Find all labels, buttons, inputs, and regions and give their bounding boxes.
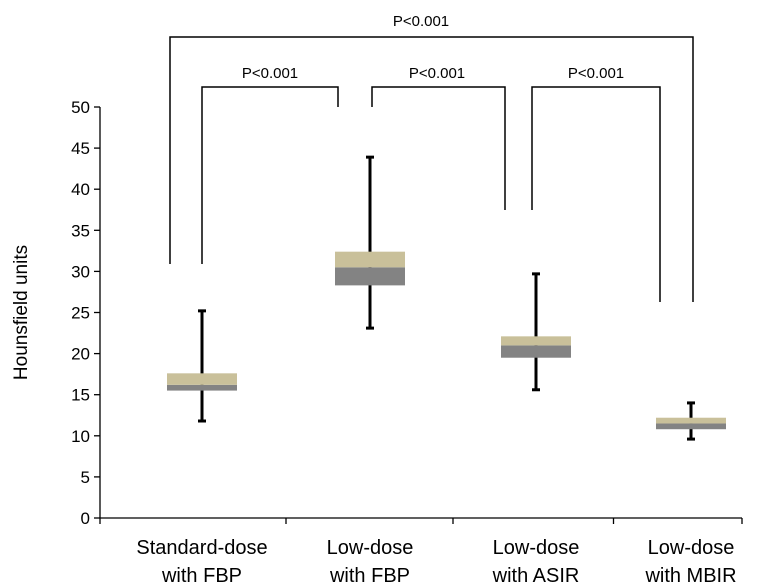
p-value-label: P<0.001 — [409, 65, 465, 82]
boxes — [167, 155, 726, 441]
significance-bracket — [371, 86, 506, 210]
y-tick-label: 30 — [71, 262, 90, 281]
box-upper — [501, 336, 571, 346]
y-tick-label: 0 — [81, 509, 90, 528]
box-lower — [167, 384, 237, 391]
box-upper — [656, 417, 726, 424]
y-tick-label: 35 — [71, 221, 90, 240]
x-category-label: with ASIR — [492, 565, 580, 586]
x-category-label: Low-dose — [327, 537, 414, 559]
box-upper — [167, 373, 237, 385]
x-category-label: with FBP — [161, 565, 242, 586]
axes: 0 5 10 15 20 25 30 35 40 45 50 — [71, 98, 743, 528]
significance-bracket — [169, 36, 694, 302]
y-tick-label: 5 — [81, 468, 90, 487]
x-category-label: with MBIR — [644, 565, 736, 586]
x-category-label: Low-dose — [648, 537, 735, 559]
y-tick-label: 50 — [71, 98, 90, 117]
p-value-label: P<0.001 — [393, 13, 449, 30]
y-tick-label: 40 — [71, 180, 90, 199]
x-category-label: with FBP — [329, 565, 410, 586]
y-tick-label: 15 — [71, 386, 90, 405]
y-tick-label: 20 — [71, 345, 90, 364]
y-tick-label: 10 — [71, 427, 90, 446]
significance-brackets: P<0.001 P<0.001 P<0.001 P<0.001 — [169, 13, 694, 302]
box-lower — [335, 267, 405, 286]
box-lower — [501, 345, 571, 358]
p-value-label: P<0.001 — [242, 65, 298, 82]
significance-bracket — [201, 86, 339, 264]
x-category-label: Standard-dose — [136, 537, 267, 559]
p-value-label: P<0.001 — [568, 65, 624, 82]
y-tick-label: 45 — [71, 139, 90, 158]
x-category-label: Low-dose — [493, 537, 580, 559]
box-lower — [656, 423, 726, 430]
labels: Hounsfield units Standard-dose with FBP Low… — [11, 245, 737, 586]
box-upper — [335, 251, 405, 268]
y-axis-title: Hounsfield units — [11, 245, 32, 380]
y-tick-label: 25 — [71, 304, 90, 323]
significance-bracket — [531, 86, 661, 302]
